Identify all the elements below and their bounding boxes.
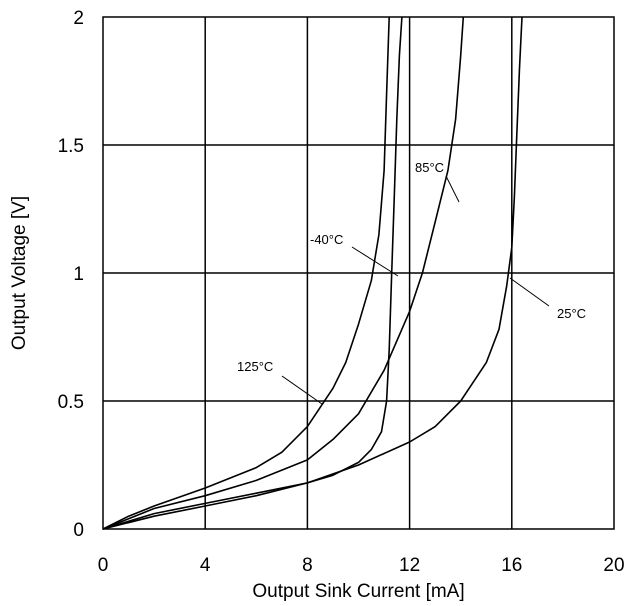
series-line-0 (102, 16, 403, 530)
y-tick-label: 0 (73, 520, 84, 541)
series-line-2 (102, 16, 465, 530)
x-axis-title: Output Sink Current [mA] (252, 581, 464, 602)
series-label-leader (281, 375, 323, 405)
series-label-leader (509, 277, 550, 307)
series-label-leader (445, 175, 460, 203)
y-tick-label: 1 (73, 264, 84, 285)
grid (103, 17, 614, 529)
plot-frame (102, 16, 615, 530)
y-axis-title: Output Voltage [V] (9, 196, 30, 350)
series-label-minus40c: -40°C (310, 232, 343, 247)
label-leaders (281, 175, 550, 405)
x-tick-label: 4 (200, 555, 211, 576)
x-tick-label: 20 (603, 555, 624, 576)
series-label-25c: 25°C (557, 306, 586, 321)
x-tick-labels: 0 4 8 12 16 20 (98, 555, 625, 576)
y-tick-label: 1.5 (58, 136, 84, 157)
x-tick-label: 12 (399, 555, 420, 576)
x-tick-label: 0 (98, 555, 109, 576)
series-label-leader (351, 246, 399, 277)
series-lines (102, 16, 523, 530)
y-tick-label: 2 (73, 8, 84, 29)
y-tick-labels: 0 0.5 1 1.5 2 (58, 8, 84, 541)
series-line-3 (102, 16, 523, 530)
x-tick-label: 8 (302, 555, 313, 576)
series-label-125c: 125°C (237, 359, 273, 374)
series-line-1 (102, 16, 390, 530)
y-tick-label: 0.5 (58, 392, 84, 413)
series-label-85c: 85°C (415, 160, 444, 175)
x-tick-label: 16 (501, 555, 522, 576)
